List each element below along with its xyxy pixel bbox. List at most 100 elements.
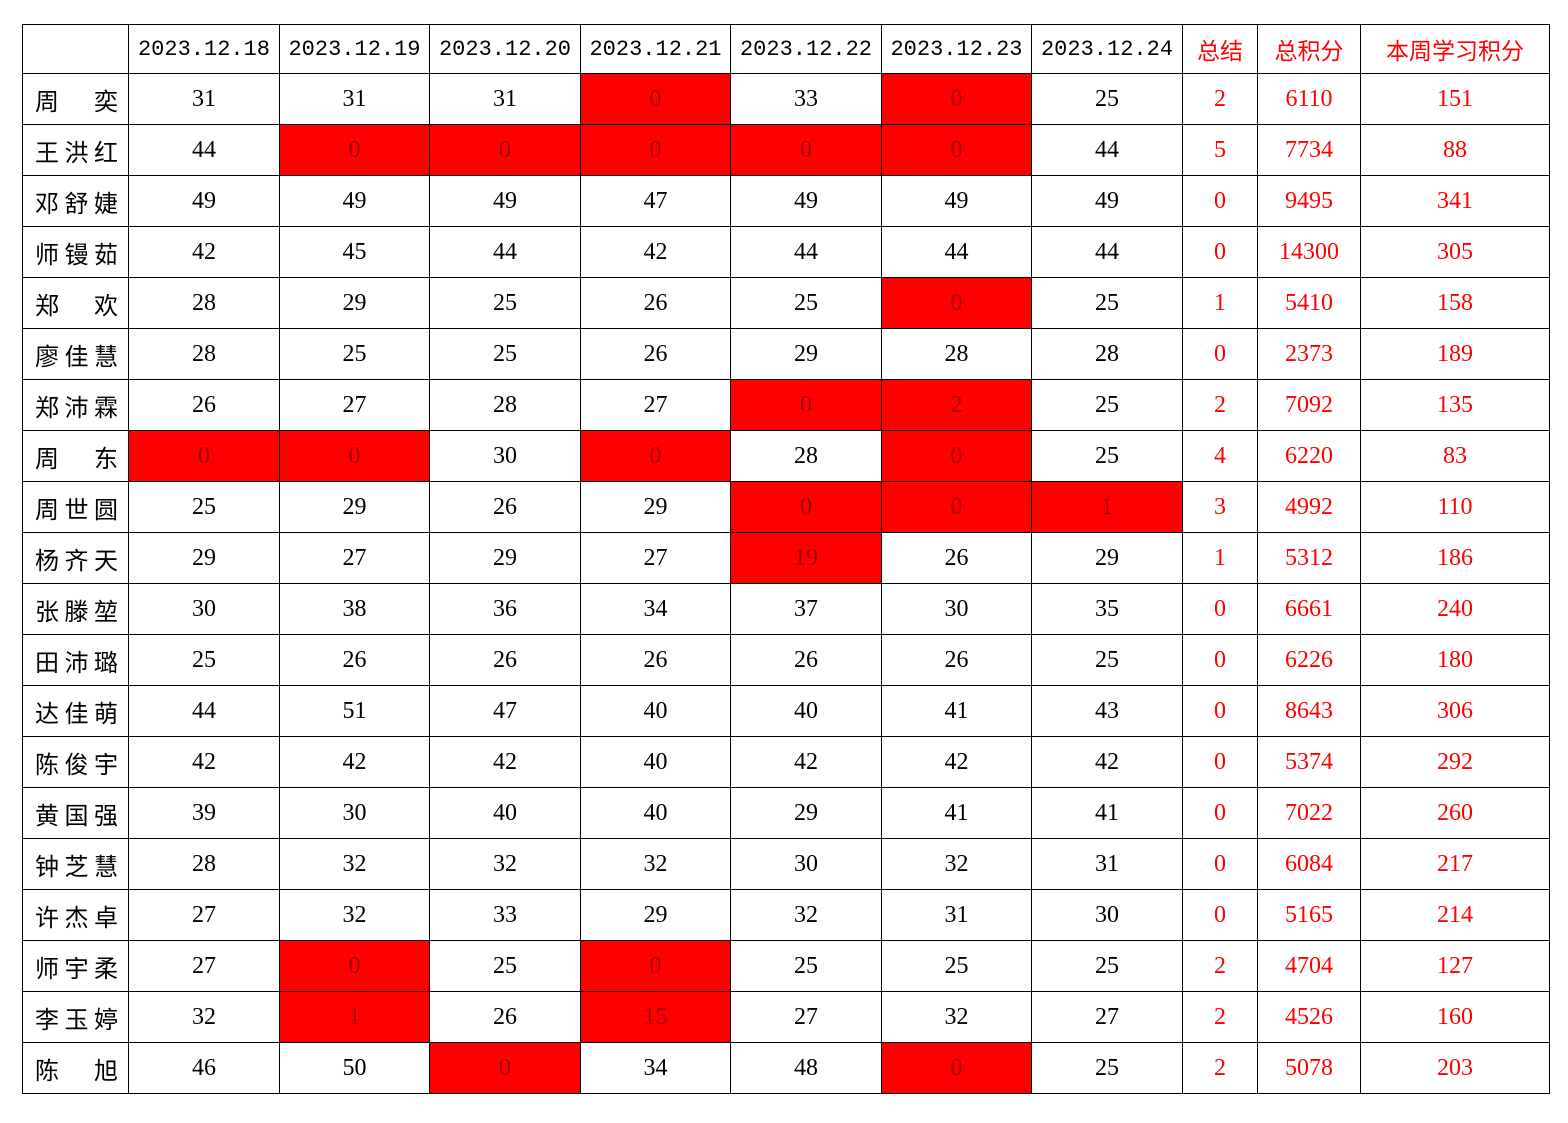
score-cell: 36 [429, 583, 581, 635]
name-cell: 黄国强 [22, 787, 129, 839]
score-cell: 44 [128, 124, 280, 176]
summary-cell: 4 [1182, 430, 1258, 482]
score-cell: 32 [128, 991, 280, 1043]
score-cell: 33 [730, 73, 882, 125]
score-cell: 49 [881, 175, 1032, 227]
summary-cell: 2 [1182, 991, 1258, 1043]
score-cell: 29 [730, 328, 882, 380]
score-cell: 0 [881, 124, 1032, 176]
score-cell: 44 [730, 226, 882, 278]
score-cell: 29 [279, 481, 430, 533]
score-cell: 32 [580, 838, 731, 890]
score-cell: 27 [128, 889, 280, 941]
weekly-cell: 305 [1360, 226, 1550, 278]
summary-cell: 3 [1182, 481, 1258, 533]
table-row: 师宇柔 27 0 25 0 25 25 25 2 4704 127 [22, 940, 1550, 992]
weekly-cell: 260 [1360, 787, 1550, 839]
score-cell: 49 [128, 175, 280, 227]
header-cell: 2023.12.20 [429, 24, 581, 74]
score-cell: 42 [128, 736, 280, 788]
table-row: 许杰卓 27 32 33 29 32 31 30 0 5165 214 [22, 889, 1550, 941]
score-cell: 28 [128, 277, 280, 329]
summary-cell: 0 [1182, 226, 1258, 278]
weekly-cell: 306 [1360, 685, 1550, 737]
score-cell: 25 [128, 634, 280, 686]
score-cell: 25 [730, 277, 882, 329]
table-row: 陈俊宇 42 42 42 40 42 42 42 0 5374 292 [22, 736, 1550, 788]
score-cell: 42 [1031, 736, 1183, 788]
total-cell: 7092 [1257, 379, 1361, 431]
score-cell: 29 [1031, 532, 1183, 584]
total-cell: 4526 [1257, 991, 1361, 1043]
score-cell: 27 [730, 991, 882, 1043]
score-cell: 29 [128, 532, 280, 584]
score-cell: 27 [279, 379, 430, 431]
summary-cell: 2 [1182, 379, 1258, 431]
score-cell: 44 [1031, 226, 1183, 278]
name-cell: 田沛璐 [22, 634, 129, 686]
total-cell: 5374 [1257, 736, 1361, 788]
score-cell: 0 [881, 1042, 1032, 1094]
total-cell: 5312 [1257, 532, 1361, 584]
weekly-cell: 127 [1360, 940, 1550, 992]
score-cell: 0 [128, 430, 280, 482]
score-cell: 39 [128, 787, 280, 839]
score-cell: 26 [429, 481, 581, 533]
table-row: 陈 旭 46 50 0 34 48 0 25 2 5078 203 [22, 1042, 1550, 1094]
weekly-cell: 180 [1360, 634, 1550, 686]
score-cell: 34 [580, 583, 731, 635]
total-cell: 14300 [1257, 226, 1361, 278]
score-cell: 30 [279, 787, 430, 839]
score-cell: 25 [1031, 379, 1183, 431]
score-cell: 28 [429, 379, 581, 431]
score-cell: 34 [580, 1042, 731, 1094]
header-cell: 总结 [1182, 24, 1258, 74]
summary-cell: 2 [1182, 1042, 1258, 1094]
table-row: 2023.12.18 2023.12.19 2023.12.20 2023.12.21… [22, 24, 1550, 74]
score-cell: 26 [730, 634, 882, 686]
table-row: 李玉婷 32 1 26 15 27 32 27 2 4526 160 [22, 991, 1550, 1043]
score-cell: 0 [730, 481, 882, 533]
table-body: 2023.12.18 2023.12.19 2023.12.20 2023.12.21… [22, 24, 1550, 1094]
score-cell: 26 [279, 634, 430, 686]
score-cell: 27 [1031, 991, 1183, 1043]
score-cell: 48 [730, 1042, 882, 1094]
summary-cell: 0 [1182, 838, 1258, 890]
header-cell: 2023.12.22 [730, 24, 882, 74]
summary-cell: 1 [1182, 277, 1258, 329]
table-row: 邓舒婕 49 49 49 47 49 49 49 0 9495 341 [22, 175, 1550, 227]
score-cell: 37 [730, 583, 882, 635]
table-row: 周 东 0 0 30 0 28 0 25 4 6220 83 [22, 430, 1550, 482]
table-row: 达佳萌 44 51 47 40 40 41 43 0 8643 306 [22, 685, 1550, 737]
table-row: 廖佳慧 28 25 25 26 29 28 28 0 2373 189 [22, 328, 1550, 380]
score-cell: 0 [580, 940, 731, 992]
score-cell: 0 [881, 481, 1032, 533]
score-cell: 32 [429, 838, 581, 890]
name-cell: 许杰卓 [22, 889, 129, 941]
score-cell: 26 [580, 277, 731, 329]
total-cell: 6110 [1257, 73, 1361, 125]
score-cell: 25 [279, 328, 430, 380]
score-cell: 43 [1031, 685, 1183, 737]
score-cell: 0 [279, 940, 430, 992]
score-cell: 25 [128, 481, 280, 533]
score-cell: 15 [580, 991, 731, 1043]
score-cell: 32 [279, 889, 430, 941]
summary-cell: 0 [1182, 634, 1258, 686]
summary-cell: 0 [1182, 175, 1258, 227]
header-cell: 2023.12.23 [881, 24, 1032, 74]
score-cell: 27 [580, 532, 731, 584]
score-cell: 49 [730, 175, 882, 227]
weekly-cell: 203 [1360, 1042, 1550, 1094]
name-cell: 廖佳慧 [22, 328, 129, 380]
score-cell: 0 [580, 430, 731, 482]
table-row: 周 奕 31 31 31 0 33 0 25 2 6110 151 [22, 73, 1550, 125]
weekly-cell: 88 [1360, 124, 1550, 176]
score-cell: 0 [279, 124, 430, 176]
score-cell: 26 [580, 634, 731, 686]
score-cell: 0 [429, 1042, 581, 1094]
score-cell: 42 [580, 226, 731, 278]
score-cell: 25 [429, 328, 581, 380]
score-cell: 31 [1031, 838, 1183, 890]
table-row: 郑 欢 28 29 25 26 25 0 25 1 5410 158 [22, 277, 1550, 329]
